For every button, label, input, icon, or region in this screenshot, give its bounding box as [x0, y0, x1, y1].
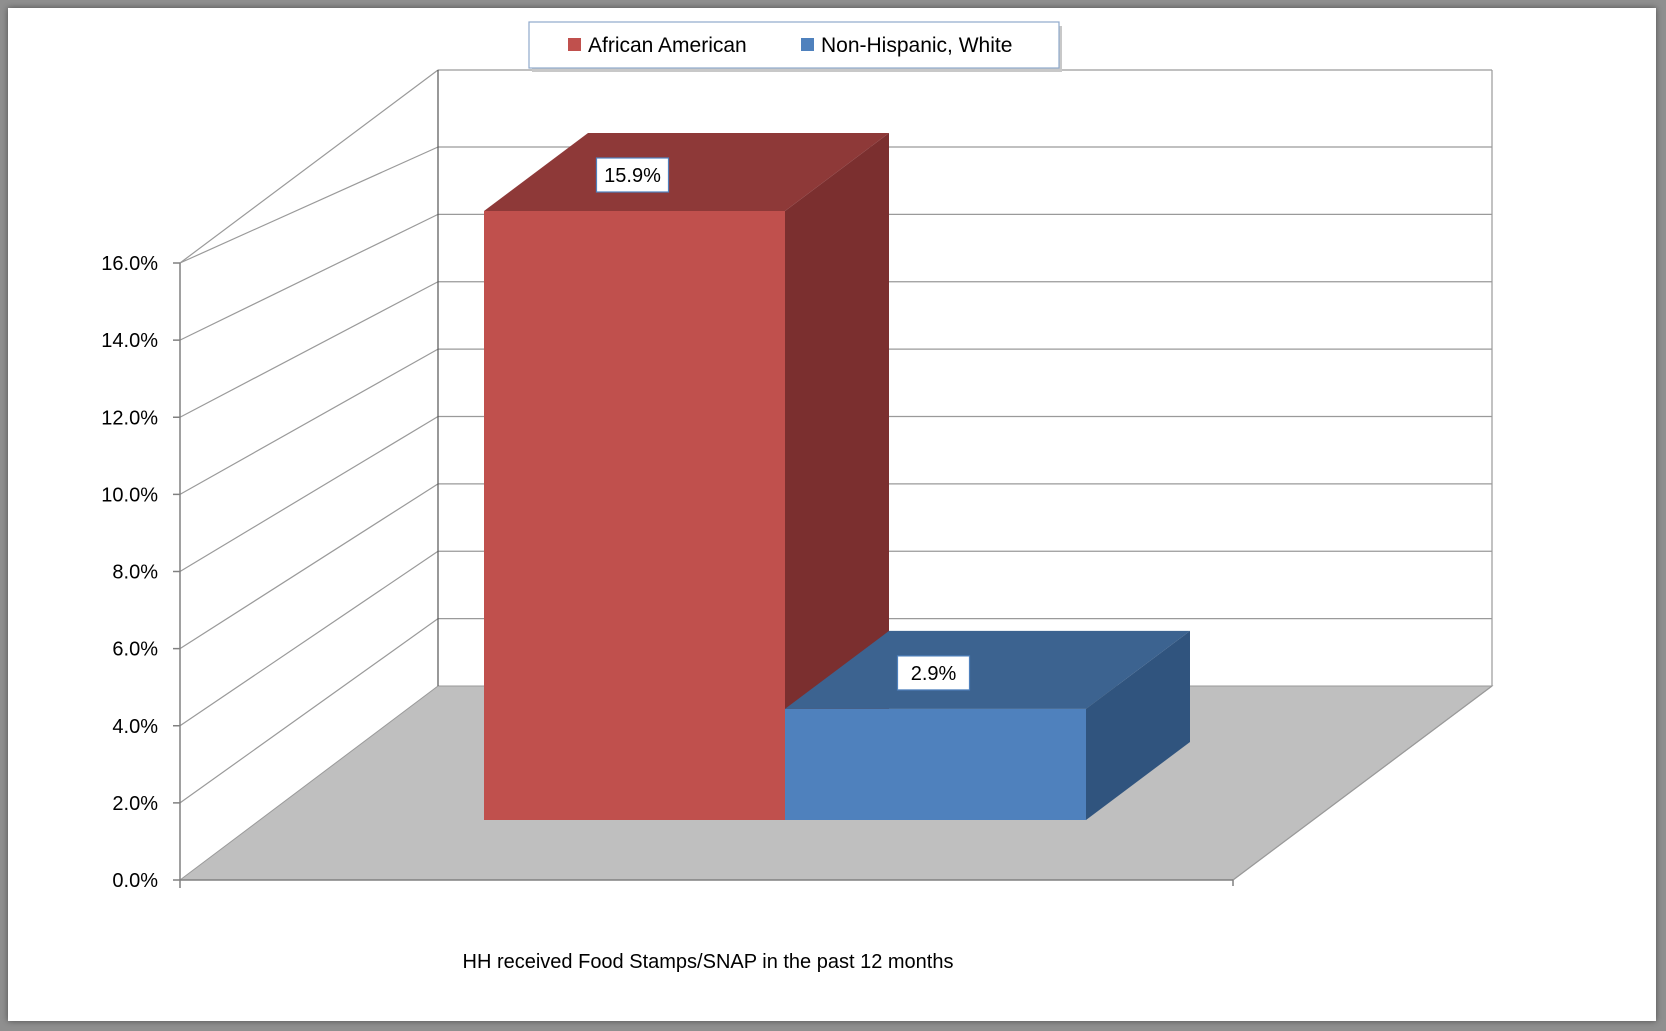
- bar-chart: 0.0% 2.0% 4.0% 6.0% 8.0% 10.0% 12.0% 14.0% 16.0%…: [101, 21, 1494, 973]
- y-tick-label: 14.0%: [101, 330, 158, 352]
- y-tick-label: 16.0%: [101, 253, 158, 275]
- side-gridline: [179, 483, 439, 650]
- legend-label: African American: [588, 34, 747, 57]
- side-gridline: [179, 348, 439, 495]
- y-axis: 0.0% 2.0% 4.0% 6.0% 8.0% 10.0% 12.0% 14.0% 16.0%: [101, 253, 1234, 892]
- y-tick-label: 8.0%: [112, 562, 158, 584]
- side-gridline: [179, 146, 439, 264]
- bar-non-hispanic-white: [785, 630, 1190, 820]
- side-gridline: [179, 618, 439, 804]
- bars: [484, 133, 1190, 820]
- data-label-text: 2.9%: [911, 663, 957, 685]
- data-label-box: [595, 157, 670, 193]
- side-gridline: [179, 213, 439, 341]
- legend-item: African American: [568, 34, 747, 57]
- legend-box: [528, 21, 1060, 69]
- side-gridline: [179, 69, 439, 264]
- data-label: 15.9%: [595, 157, 670, 193]
- bar-top-face: [785, 630, 1190, 709]
- side-gridline: [179, 415, 439, 573]
- data-label: 2.9%: [896, 655, 971, 691]
- chart-frame: 0.0% 2.0% 4.0% 6.0% 8.0% 10.0% 12.0% 14.0% 16.0%…: [8, 8, 1656, 1021]
- side-gridline: [179, 550, 439, 727]
- y-tick-label: 10.0%: [101, 484, 158, 506]
- y-tick-label: 12.0%: [101, 407, 158, 429]
- bar-african-american: [484, 133, 889, 820]
- legend-swatch: [801, 38, 814, 51]
- floor-right-edge: [1232, 685, 1493, 881]
- legend-item: Non-Hispanic, White: [801, 34, 1012, 57]
- y-tick-label: 6.0%: [112, 639, 158, 661]
- bar-side-face: [1086, 630, 1190, 820]
- y-tick-label: 4.0%: [112, 716, 158, 738]
- y-tick-label: 2.0%: [112, 793, 158, 815]
- legend-swatch: [568, 38, 581, 51]
- legend-label: Non-Hispanic, White: [821, 34, 1012, 57]
- data-label-text: 15.9%: [604, 165, 661, 187]
- data-labels: 15.9% 2.9%: [595, 157, 971, 691]
- bar-top-face: [484, 133, 889, 211]
- bar-side-face: [785, 133, 889, 820]
- y-tick-label: 0.0%: [112, 870, 158, 892]
- category-label: HH received Food Stamps/SNAP in the past…: [463, 951, 954, 973]
- legend: African American Non-Hispanic, White: [528, 21, 1062, 72]
- bar-front-face: [484, 211, 785, 820]
- bar-front-face: [785, 708, 1086, 820]
- data-label-box: [896, 655, 971, 691]
- side-gridline: [179, 281, 439, 418]
